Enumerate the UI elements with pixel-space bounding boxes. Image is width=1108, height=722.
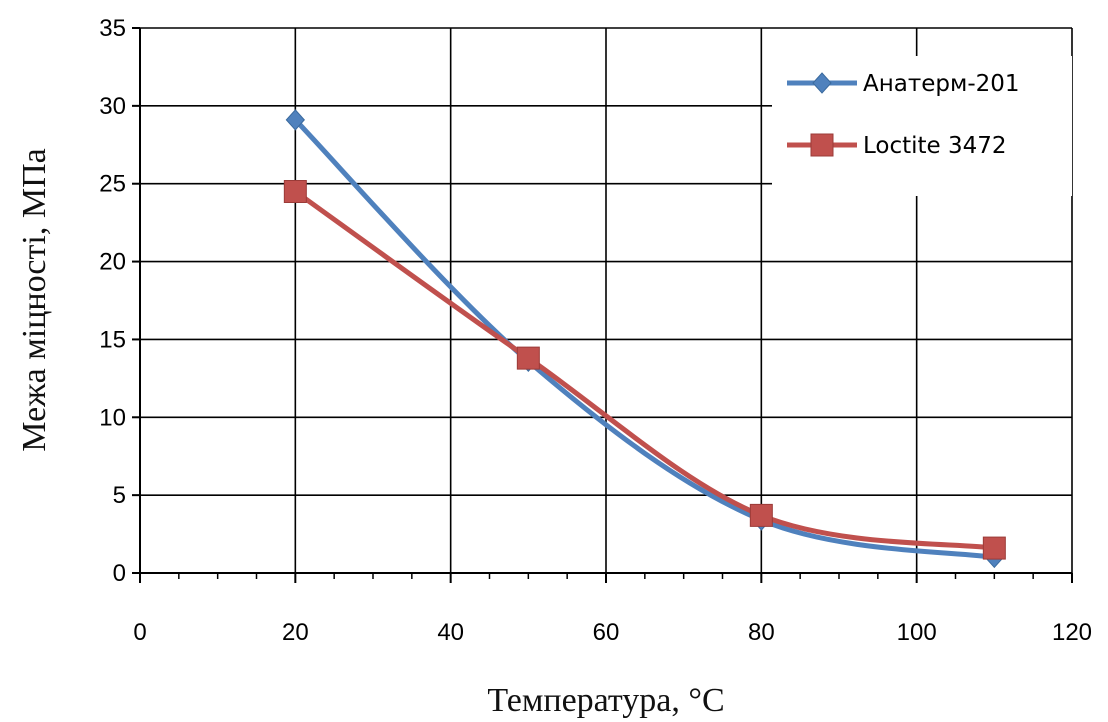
y-axis-title: Межа міцності, МПа bbox=[16, 148, 53, 451]
x-tick-label: 20 bbox=[282, 619, 309, 646]
data-point-marker bbox=[283, 180, 307, 203]
series-lines bbox=[283, 109, 1006, 569]
data-point-marker bbox=[982, 536, 1006, 560]
data-point-marker bbox=[810, 133, 834, 157]
data-point-marker bbox=[749, 503, 773, 527]
y-tick-label: 25 bbox=[99, 171, 126, 198]
x-tick-label: 40 bbox=[437, 619, 464, 646]
y-tick-label: 0 bbox=[113, 560, 126, 587]
legend: Анатерм-201 Loctite 3472 bbox=[772, 56, 1072, 196]
data-point-marker bbox=[516, 346, 540, 370]
legend-label: Loctite 3472 bbox=[863, 133, 1007, 159]
y-tick-label: 20 bbox=[99, 249, 126, 276]
y-tick-label: 30 bbox=[99, 93, 126, 120]
x-axis-title: Температура, °C bbox=[487, 682, 724, 719]
y-tick-label: 15 bbox=[99, 326, 126, 353]
y-tick-label: 10 bbox=[99, 404, 126, 431]
data-point-marker bbox=[812, 72, 832, 94]
y-tick-label: 5 bbox=[113, 482, 126, 509]
series-line bbox=[292, 189, 997, 551]
x-tick-label: 60 bbox=[593, 619, 620, 646]
y-tick-label: 35 bbox=[99, 15, 126, 42]
legend-label: Анатерм-201 bbox=[863, 71, 1020, 97]
series-line bbox=[292, 117, 997, 560]
data-point-marker bbox=[285, 109, 306, 131]
x-tick-label: 80 bbox=[748, 619, 775, 646]
axes: 0 5 10 15 20 25 30 35 0 20 40 60 80 100 120 bbox=[99, 15, 1092, 646]
x-tick-label: 0 bbox=[133, 619, 146, 646]
x-tick-label: 100 bbox=[897, 619, 937, 646]
x-tick-label: 120 bbox=[1052, 619, 1092, 646]
